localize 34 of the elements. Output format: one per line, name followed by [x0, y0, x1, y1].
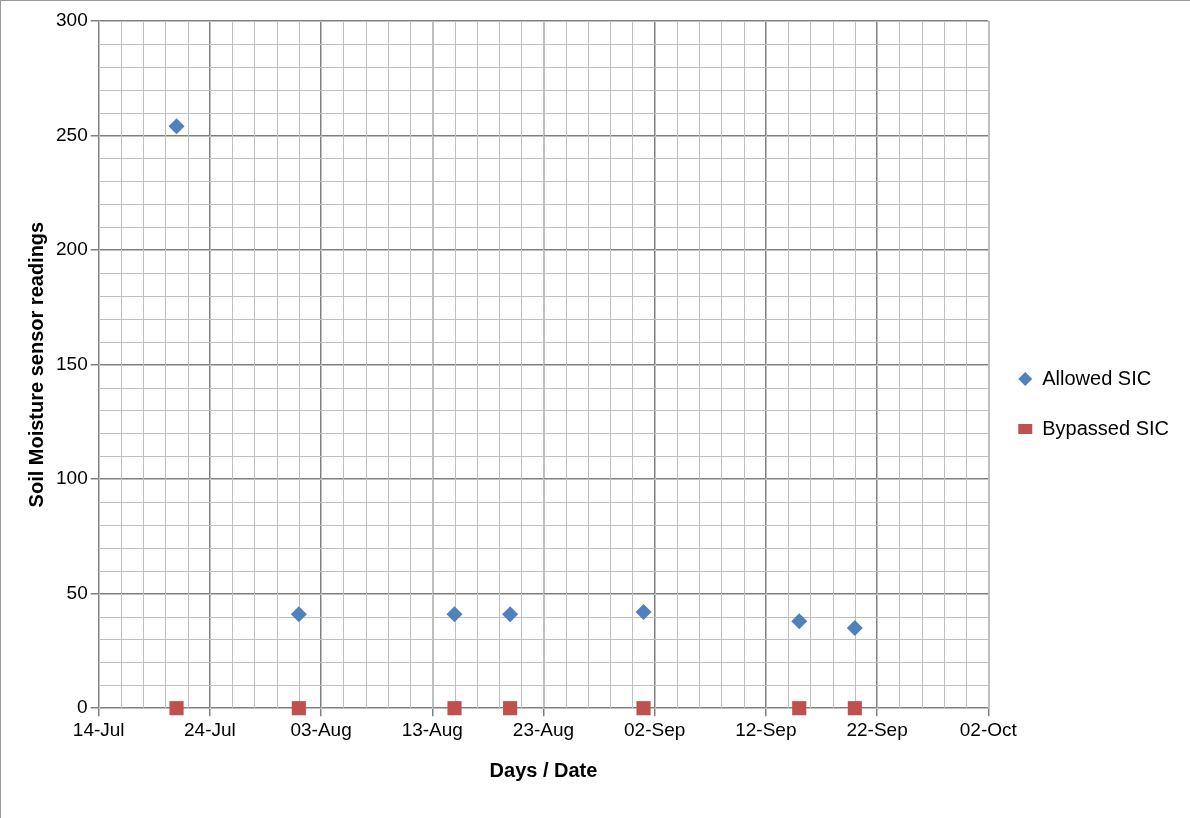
- point: [446, 606, 463, 623]
- point: [291, 701, 306, 716]
- x-tick-label: 13-Aug: [401, 718, 463, 740]
- point: [846, 620, 863, 637]
- legend-label: Bypassed SIC: [1042, 416, 1170, 439]
- x-tick-label: 14-Jul: [72, 718, 125, 740]
- x-tick-label: 24-Jul: [184, 718, 236, 740]
- y-tick-label: 0: [77, 696, 88, 718]
- point: [503, 701, 518, 716]
- legend-label: Allowed SIC: [1042, 366, 1152, 389]
- point: [168, 118, 185, 135]
- x-axis-title: Days / Date: [489, 758, 598, 781]
- x-tick-label: 03-Aug: [290, 718, 352, 740]
- point: [447, 701, 462, 716]
- point: [502, 606, 519, 623]
- point: [635, 603, 652, 620]
- y-tick-label: 250: [56, 123, 88, 145]
- x-tick-label: 22-Sep: [846, 718, 908, 740]
- y-tick-label: 100: [56, 467, 88, 489]
- y-tick-label: 200: [56, 238, 88, 260]
- y-tick-label: 50: [66, 581, 88, 603]
- x-tick-label: 02-Sep: [624, 718, 686, 740]
- x-tick-label: 02-Oct: [959, 718, 1018, 740]
- x-tick-label: 12-Sep: [735, 718, 797, 740]
- x-tick-label: 23-Aug: [512, 718, 575, 740]
- y-axis-title: Soil Moisture sensor readings: [24, 221, 47, 508]
- y-tick-label: 150: [56, 352, 88, 374]
- point: [636, 701, 651, 716]
- point: [290, 606, 307, 623]
- point: [847, 701, 862, 716]
- point: [792, 701, 807, 716]
- point: [169, 701, 184, 716]
- y-tick-label: 300: [56, 9, 88, 31]
- point: [791, 613, 808, 630]
